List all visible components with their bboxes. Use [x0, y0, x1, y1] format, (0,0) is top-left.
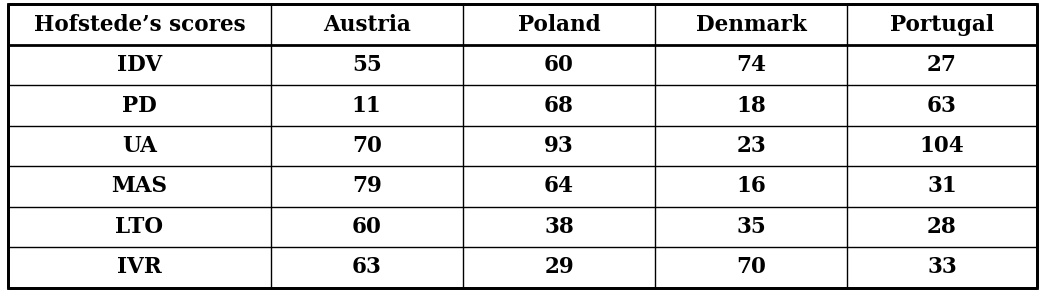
Text: 79: 79 [352, 175, 381, 197]
Text: 68: 68 [544, 95, 574, 117]
Text: Hofstede’s scores: Hofstede’s scores [33, 14, 246, 36]
Text: IVR: IVR [117, 256, 162, 278]
Text: MAS: MAS [112, 175, 167, 197]
Text: 38: 38 [544, 216, 574, 238]
Text: 74: 74 [737, 54, 766, 76]
Text: LTO: LTO [115, 216, 163, 238]
Text: 55: 55 [352, 54, 381, 76]
Text: 33: 33 [927, 256, 957, 278]
Text: 35: 35 [737, 216, 766, 238]
Text: 70: 70 [737, 256, 766, 278]
Text: 11: 11 [352, 95, 381, 117]
Text: 27: 27 [927, 54, 957, 76]
Text: Portugal: Portugal [890, 14, 994, 36]
Text: 31: 31 [927, 175, 957, 197]
Text: PD: PD [122, 95, 157, 117]
Text: 16: 16 [737, 175, 766, 197]
Text: Denmark: Denmark [696, 14, 807, 36]
Text: 63: 63 [927, 95, 957, 117]
Text: 63: 63 [352, 256, 381, 278]
Text: 60: 60 [352, 216, 381, 238]
Text: IDV: IDV [117, 54, 162, 76]
Text: 64: 64 [544, 175, 574, 197]
Text: 18: 18 [737, 95, 766, 117]
Text: 60: 60 [544, 54, 574, 76]
Text: Austria: Austria [323, 14, 411, 36]
Text: Poland: Poland [517, 14, 600, 36]
Text: 70: 70 [352, 135, 381, 157]
Text: 93: 93 [544, 135, 574, 157]
Text: UA: UA [122, 135, 157, 157]
Text: 23: 23 [737, 135, 766, 157]
Text: 104: 104 [920, 135, 965, 157]
Text: 28: 28 [927, 216, 957, 238]
Text: 29: 29 [544, 256, 574, 278]
